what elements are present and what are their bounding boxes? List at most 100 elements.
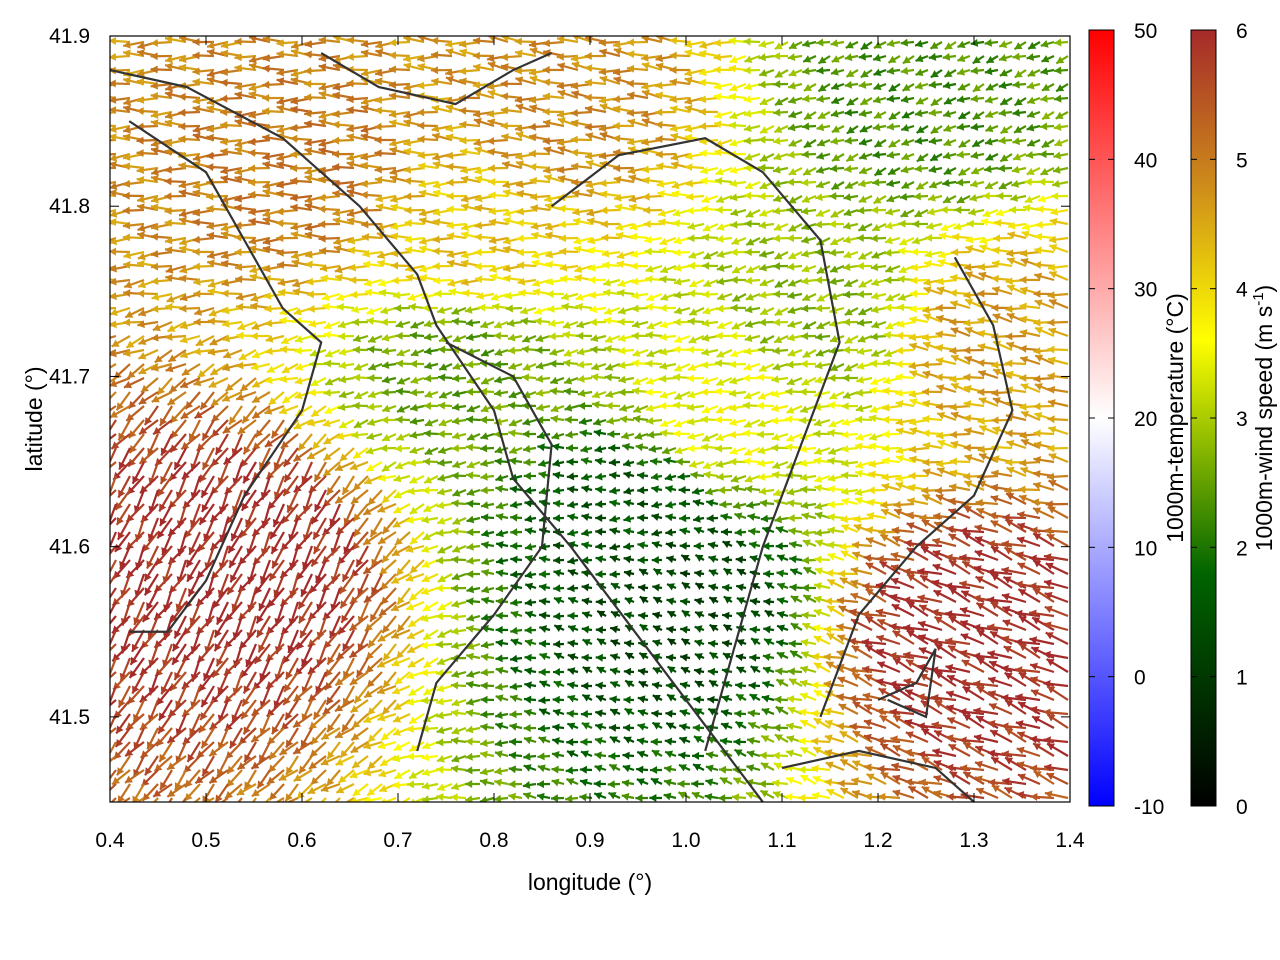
wind-arrow-head <box>248 190 256 199</box>
wind-arrow-head <box>1011 165 1020 174</box>
wind-arrow-head <box>957 54 966 62</box>
wind-arrow-head <box>613 175 622 184</box>
wind-arrow-head <box>234 118 243 127</box>
wind-arrow-head <box>670 132 679 141</box>
wind-arrow-head <box>598 67 607 76</box>
wind-arrow-head <box>332 208 341 217</box>
wind-arrow-head <box>514 124 523 133</box>
wind-arrow-head <box>873 196 882 204</box>
wind-arrow-head <box>641 110 649 119</box>
wind-arrow-head <box>515 103 524 112</box>
wind-arrow-head <box>501 133 509 142</box>
wind-arrow-head <box>901 111 911 119</box>
wind-arrow-head <box>788 167 797 176</box>
wind-arrow-head <box>528 122 536 131</box>
wind-arrow-head <box>150 119 159 128</box>
wind-arrow-head <box>389 119 397 128</box>
wind-arrow-head <box>374 95 383 104</box>
wind-arrow-head <box>698 122 707 131</box>
wind-arrow-head <box>333 36 341 43</box>
wind-arrow-head <box>900 95 909 104</box>
wind-arrow-head <box>715 167 724 176</box>
wind-arrow-head <box>248 90 257 99</box>
wind-arrow-head <box>473 117 482 126</box>
wind-arrow-head <box>528 40 537 49</box>
wind-arrow-head <box>844 108 852 117</box>
wind-arrow-head <box>584 151 593 160</box>
wind-arrow-head <box>544 194 553 203</box>
wind-arrow-head <box>446 151 454 160</box>
wind-arrow-head <box>627 50 635 59</box>
wind-arrow-head <box>700 177 708 186</box>
wind-arrow-head <box>1053 151 1062 160</box>
wind-arrow-head <box>123 125 132 134</box>
wind-arrow-head <box>110 189 117 198</box>
wind-arrow-head <box>628 174 637 183</box>
wind-arrow-head <box>958 140 967 148</box>
wind-arrow-head <box>346 36 355 45</box>
wind-arrow-head <box>831 125 840 133</box>
wind-arrow-head <box>502 160 510 169</box>
wind-arrow-head <box>956 150 964 159</box>
wind-arrow-head <box>164 111 173 120</box>
wind-arrow-head <box>192 78 200 87</box>
wind-arrow-head <box>220 147 228 156</box>
wind-arrow-head <box>1053 165 1061 174</box>
wind-arrow-head <box>641 82 649 91</box>
wind-arrow-head <box>486 82 495 91</box>
wind-arrow-head <box>901 124 910 132</box>
wind-arrow-head <box>888 55 897 63</box>
wind-arrow-head <box>474 194 483 203</box>
wind-arrow-head <box>346 124 355 133</box>
wind-arrow-head <box>729 193 738 202</box>
wind-arrow-head <box>998 136 1006 145</box>
wind-arrow-head <box>500 92 509 101</box>
wind-arrow-head <box>744 55 753 64</box>
wind-arrow-head <box>685 152 693 161</box>
wind-arrow-head <box>775 70 784 78</box>
wind-arrow-head <box>473 138 482 147</box>
wind-arrow-head <box>432 153 441 161</box>
wind-arrow-head <box>515 49 523 58</box>
wind-arrow-head <box>655 54 664 63</box>
wind-arrow-head <box>192 125 201 134</box>
wind-arrow-head <box>276 50 284 59</box>
wind-arrow-head <box>1039 150 1047 159</box>
wind-arrow-head <box>928 165 937 174</box>
wind-arrow-head <box>1011 179 1020 188</box>
wind-arrow-head <box>556 110 565 119</box>
wind-arrow-head <box>304 50 312 59</box>
wind-arrow-head <box>388 38 397 47</box>
wind-arrow-head <box>655 120 663 129</box>
wind-arrow-head <box>818 56 827 64</box>
wind-arrow-head <box>110 95 117 104</box>
wind-arrow-head <box>1041 140 1050 148</box>
wind-arrow-head <box>97 383 105 390</box>
wind-arrow-head <box>346 160 355 169</box>
wind-arrow-head <box>304 93 312 102</box>
wind-arrow-head <box>1024 195 1033 204</box>
wind-arrow-head <box>389 146 398 155</box>
wind-arrow-head <box>970 122 979 131</box>
wind-arrow-head <box>192 208 201 217</box>
wind-arrow-head <box>804 112 813 120</box>
wind-arrow-head <box>570 135 578 144</box>
wind-arrow-head <box>220 78 228 87</box>
wind-arrow-head <box>361 97 369 106</box>
wind-arrow-head <box>773 52 781 61</box>
wind-arrow-head <box>97 441 105 448</box>
wind-arrow-head <box>1026 81 1035 90</box>
wind-arrow-head <box>1013 153 1022 161</box>
wind-arrow-head <box>859 138 868 146</box>
wind-arrow-head <box>1012 137 1021 146</box>
wind-arrow-head <box>515 131 524 140</box>
wind-arrow-head <box>598 96 607 105</box>
wind-arrow-head <box>985 153 994 161</box>
wind-arrow-head <box>684 49 693 57</box>
wind-arrow-head <box>943 167 952 175</box>
wind-arrow-head <box>192 153 201 162</box>
wind-arrow-head <box>404 192 412 201</box>
wind-arrow-head <box>318 175 326 184</box>
wind-arrow-head <box>1038 194 1046 203</box>
